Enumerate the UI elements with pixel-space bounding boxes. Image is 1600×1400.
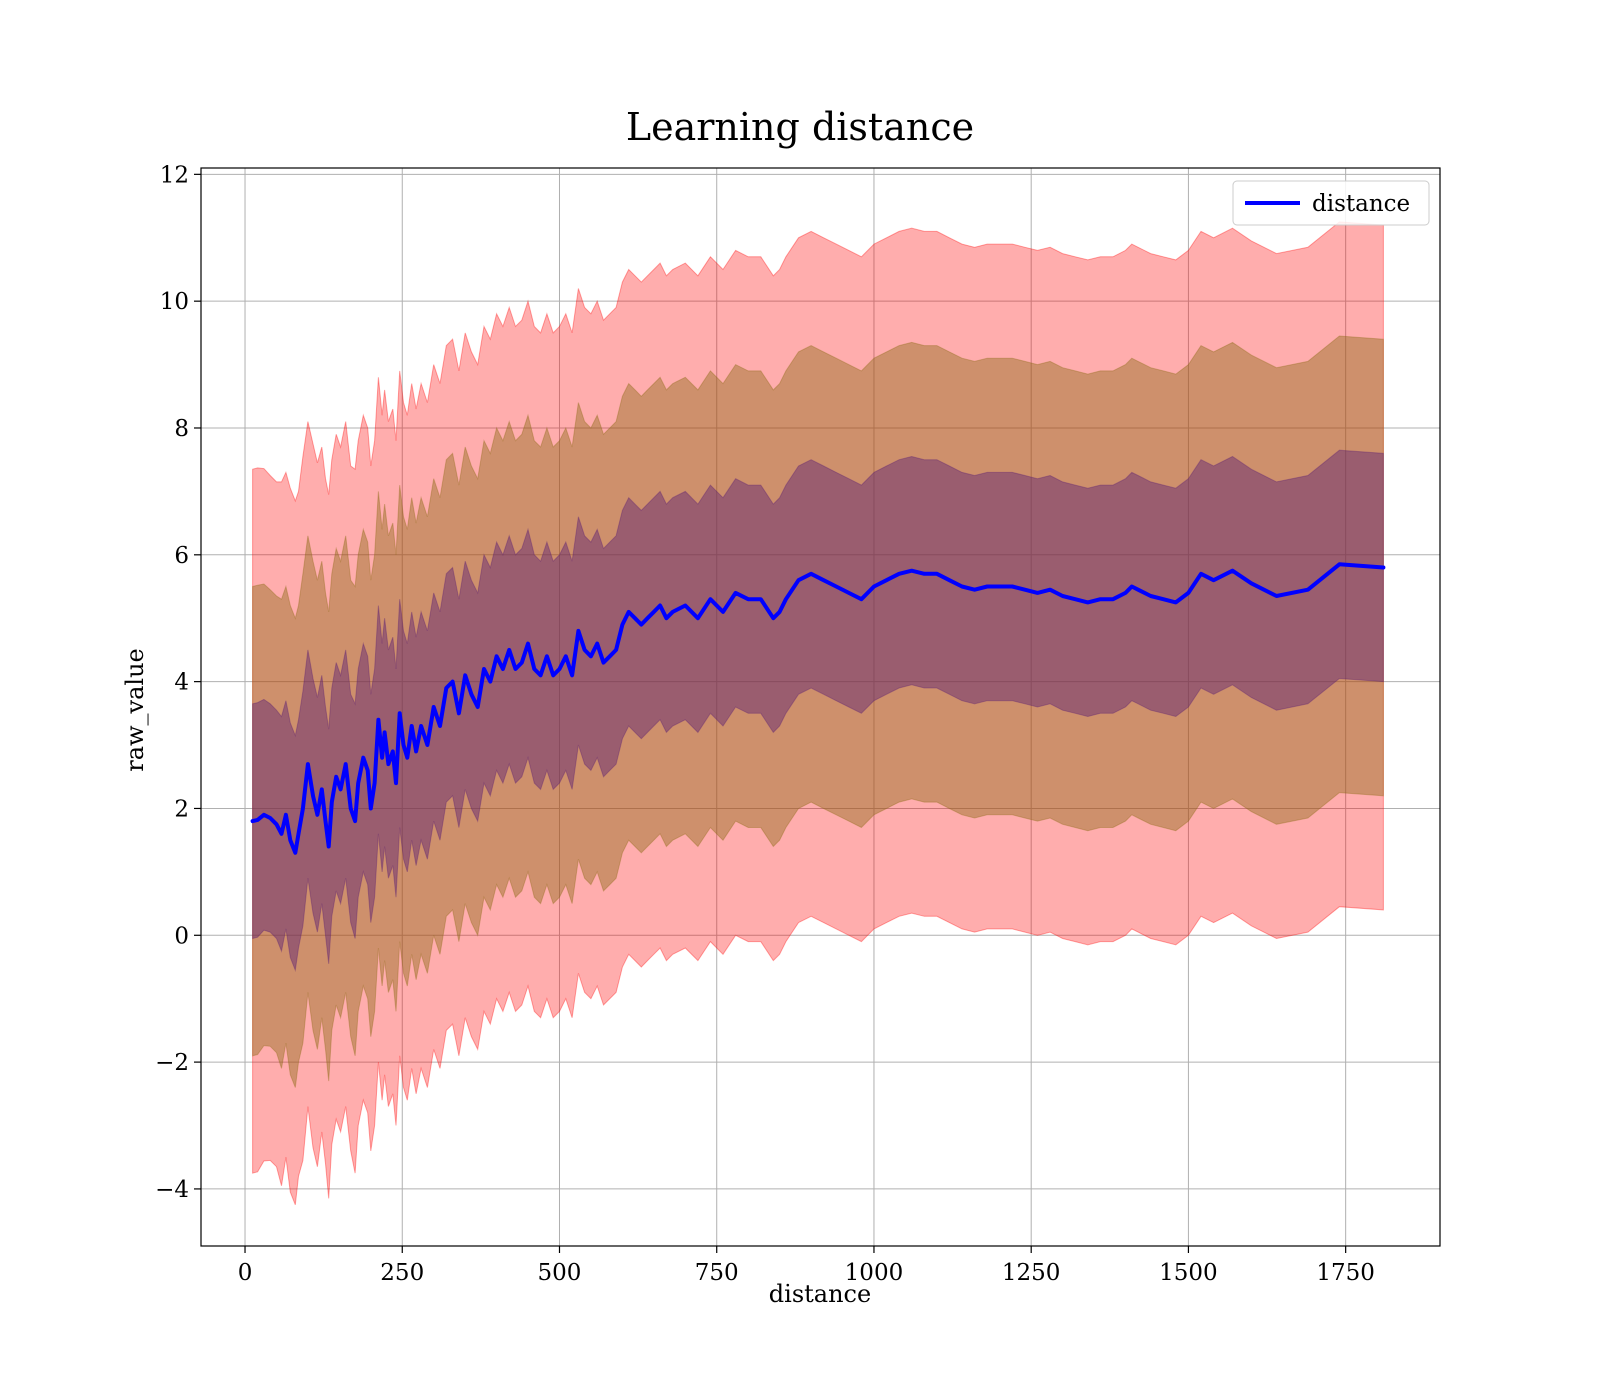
y-tick-label: 8 [174, 416, 189, 442]
x-axis-label: distance [769, 1280, 871, 1308]
grid-layer [201, 168, 1440, 1246]
legend-label-distance: distance [1312, 191, 1410, 217]
std-band-3 [252, 221, 1384, 1205]
chart-title: Learning distance [626, 105, 974, 149]
y-tick-label: 4 [174, 670, 189, 696]
legend: distance [1232, 180, 1430, 226]
y-tick-label: 0 [174, 923, 189, 949]
y-tick-label: −4 [155, 1177, 189, 1203]
x-tick-label: 0 [238, 1260, 253, 1286]
std-band-1 [252, 449, 1384, 973]
y-axis-label: raw_value [121, 648, 149, 772]
y-tick-label: 2 [174, 796, 189, 822]
y-tick-label: 6 [174, 543, 189, 569]
band-layer [252, 221, 1384, 1205]
std-band-2 [252, 335, 1384, 1088]
x-tick-label: 1000 [845, 1260, 904, 1286]
line-layer [250, 562, 1386, 855]
x-tick-label: 1250 [1002, 1260, 1061, 1286]
legend-box [1232, 180, 1430, 226]
x-tick-label: 1750 [1316, 1260, 1375, 1286]
series-line-distance [250, 562, 1386, 855]
x-tick-label: 1500 [1159, 1260, 1218, 1286]
x-tick-label: 750 [695, 1260, 739, 1286]
y-tick-label: −2 [155, 1050, 189, 1076]
y-tick-label: 12 [160, 162, 189, 188]
tick-layer: 0 250 500 750 1000 1250 1500 1750 −4 −2 0 2 4 6 8 10 12 [155, 162, 1375, 1286]
x-tick-label: 250 [380, 1260, 424, 1286]
y-tick-label: 10 [160, 289, 189, 315]
x-tick-label: 500 [538, 1260, 582, 1286]
plot-frame [200, 167, 1441, 1247]
